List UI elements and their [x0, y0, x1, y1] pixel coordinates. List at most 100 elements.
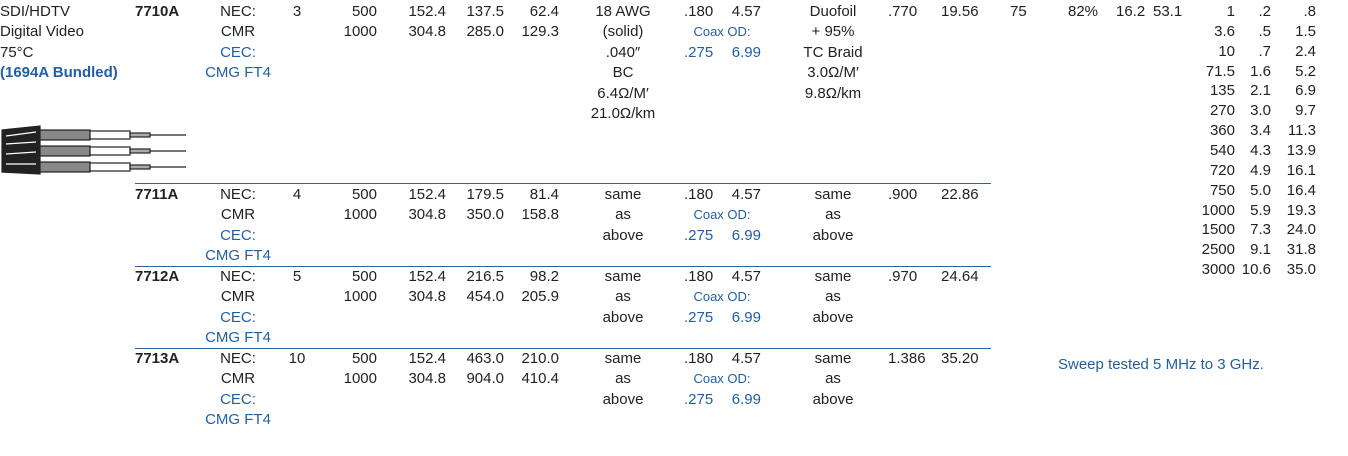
attenuation-mhz: 135	[1209, 82, 1235, 100]
attenuation-mhz: 360	[1209, 122, 1235, 140]
coax-od-mm: 6.99	[731, 308, 761, 326]
attenuation-mhz: 71.5	[1205, 62, 1235, 80]
cec-rating: CMG FT4	[205, 411, 271, 429]
conductor: same	[604, 186, 642, 203]
attenuation-db-100m: 11.3	[1287, 122, 1316, 140]
attenuation-db-100m: 2.4	[1295, 42, 1316, 60]
weight-kg: 62.4	[529, 3, 559, 20]
rating: NEC:	[220, 3, 256, 20]
shield: above	[812, 308, 854, 326]
product-line: SDI/HDTV	[0, 3, 71, 20]
attenuation-mhz: 10	[1218, 42, 1235, 60]
attenuation-db-100ft: 4.9	[1250, 161, 1271, 179]
attenuation-db-100ft: 4.3	[1250, 141, 1271, 159]
length-m: 304.8	[408, 23, 446, 41]
capacitance-pf-m: 53.1	[1153, 3, 1183, 20]
od-in: .900	[888, 186, 918, 203]
attenuation-db-100m: 5.2	[1295, 62, 1316, 80]
attenuation-db-100ft: 1.6	[1250, 62, 1271, 80]
attenuation-db-100ft: 2.1	[1250, 82, 1271, 100]
attenuation-mhz: 720	[1209, 161, 1235, 179]
od-in: .770	[888, 3, 918, 20]
attenuation-mhz: 1	[1226, 3, 1235, 20]
cable-icon	[1, 125, 186, 175]
attenuation-mhz: 3000	[1201, 261, 1235, 279]
shield: Duofoil	[809, 3, 857, 20]
attenuation-db-100ft: 3.4	[1250, 122, 1271, 140]
attenuation-db-100ft: 7.3	[1250, 221, 1271, 239]
attenuation-db-100ft: 10.6	[1241, 261, 1271, 279]
cec-rating: CMG FT4	[205, 64, 271, 82]
conductor: as	[615, 288, 631, 306]
part-number: 7711A	[135, 186, 179, 203]
impedance: 75	[1010, 3, 1027, 20]
attenuation-db-100m: 6.9	[1295, 82, 1316, 100]
weight-kg: 410.4	[521, 370, 559, 388]
attenuation-mhz: 750	[1209, 181, 1235, 199]
product-line: 75°C	[0, 43, 34, 61]
product-line: Digital Video	[0, 23, 84, 41]
weight-kg: 158.8	[521, 206, 559, 224]
pair-count: 5	[292, 268, 302, 285]
cec-rating: CEC:	[220, 43, 256, 61]
od-mm: 22.86	[941, 186, 979, 203]
attenuation-db-100m: 16.1	[1286, 161, 1316, 179]
cec-rating: CEC:	[220, 390, 256, 408]
bundle-label: (1694A Bundled)	[0, 64, 118, 82]
length-ft: 500	[351, 186, 377, 203]
rating: NEC:	[220, 268, 256, 285]
od-mm: 24.64	[941, 268, 979, 285]
od-in: .970	[888, 268, 918, 285]
shield: as	[825, 370, 841, 388]
weight-kg: 205.9	[521, 288, 559, 306]
attenuation-mhz: 2500	[1201, 241, 1235, 259]
row-separator	[135, 183, 991, 184]
weight-kg: 210.0	[521, 350, 559, 367]
weight-lbs: 350.0	[466, 206, 504, 224]
row-separator	[135, 266, 991, 267]
shield: 3.0Ω/M′	[807, 64, 859, 82]
shield: same	[814, 268, 852, 285]
length-m: 152.4	[408, 3, 446, 20]
attenuation-db-100m: 35.0	[1286, 261, 1316, 279]
weight-lbs: 216.5	[466, 268, 504, 285]
insulation-in: .180	[684, 186, 714, 203]
conductor: as	[615, 370, 631, 388]
attenuation-db-100m: 1.5	[1295, 22, 1316, 40]
attenuation-db-100ft: 5.9	[1250, 201, 1271, 219]
attenuation-mhz: 1000	[1201, 201, 1235, 219]
coax-od-mm: 6.99	[731, 43, 761, 61]
conductor: above	[602, 308, 644, 326]
conductor: same	[604, 350, 642, 367]
part-number: 7710A	[135, 3, 180, 20]
part-number: 7712A	[135, 268, 180, 285]
conductor: 6.4Ω/M′	[597, 84, 649, 102]
shield: 9.8Ω/km	[804, 84, 862, 102]
length-ft: 500	[351, 350, 377, 367]
shield: same	[814, 186, 852, 203]
length-ft: 1000	[343, 206, 377, 224]
attenuation-db-100ft: 5.0	[1250, 181, 1271, 199]
attenuation-db-100ft: .7	[1258, 42, 1271, 60]
shield: above	[812, 226, 854, 244]
capacitance-pf-ft: 16.2	[1116, 3, 1146, 20]
pair-count: 10	[288, 350, 306, 367]
coax-od-mm: 6.99	[731, 390, 761, 408]
coax-od-label: Coax OD:	[693, 289, 751, 305]
od-mm: 35.20	[941, 350, 979, 367]
attenuation-mhz: 540	[1209, 141, 1235, 159]
length-ft: 500	[351, 268, 377, 285]
conductor: BC	[612, 64, 634, 82]
coax-od-in: .275	[684, 390, 714, 408]
shield: as	[825, 288, 841, 306]
shield: above	[812, 390, 854, 408]
length-m: 304.8	[408, 206, 446, 224]
length-ft: 500	[351, 3, 377, 20]
attenuation-db-100ft: 3.0	[1250, 102, 1271, 120]
coax-od-in: .275	[684, 226, 714, 244]
rating: NEC:	[220, 350, 256, 367]
attenuation-db-100m: 19.3	[1286, 201, 1316, 219]
attenuation-db-100m: 16.4	[1286, 181, 1316, 199]
insulation-mm: 4.57	[731, 3, 761, 20]
length-ft: 1000	[343, 288, 377, 306]
